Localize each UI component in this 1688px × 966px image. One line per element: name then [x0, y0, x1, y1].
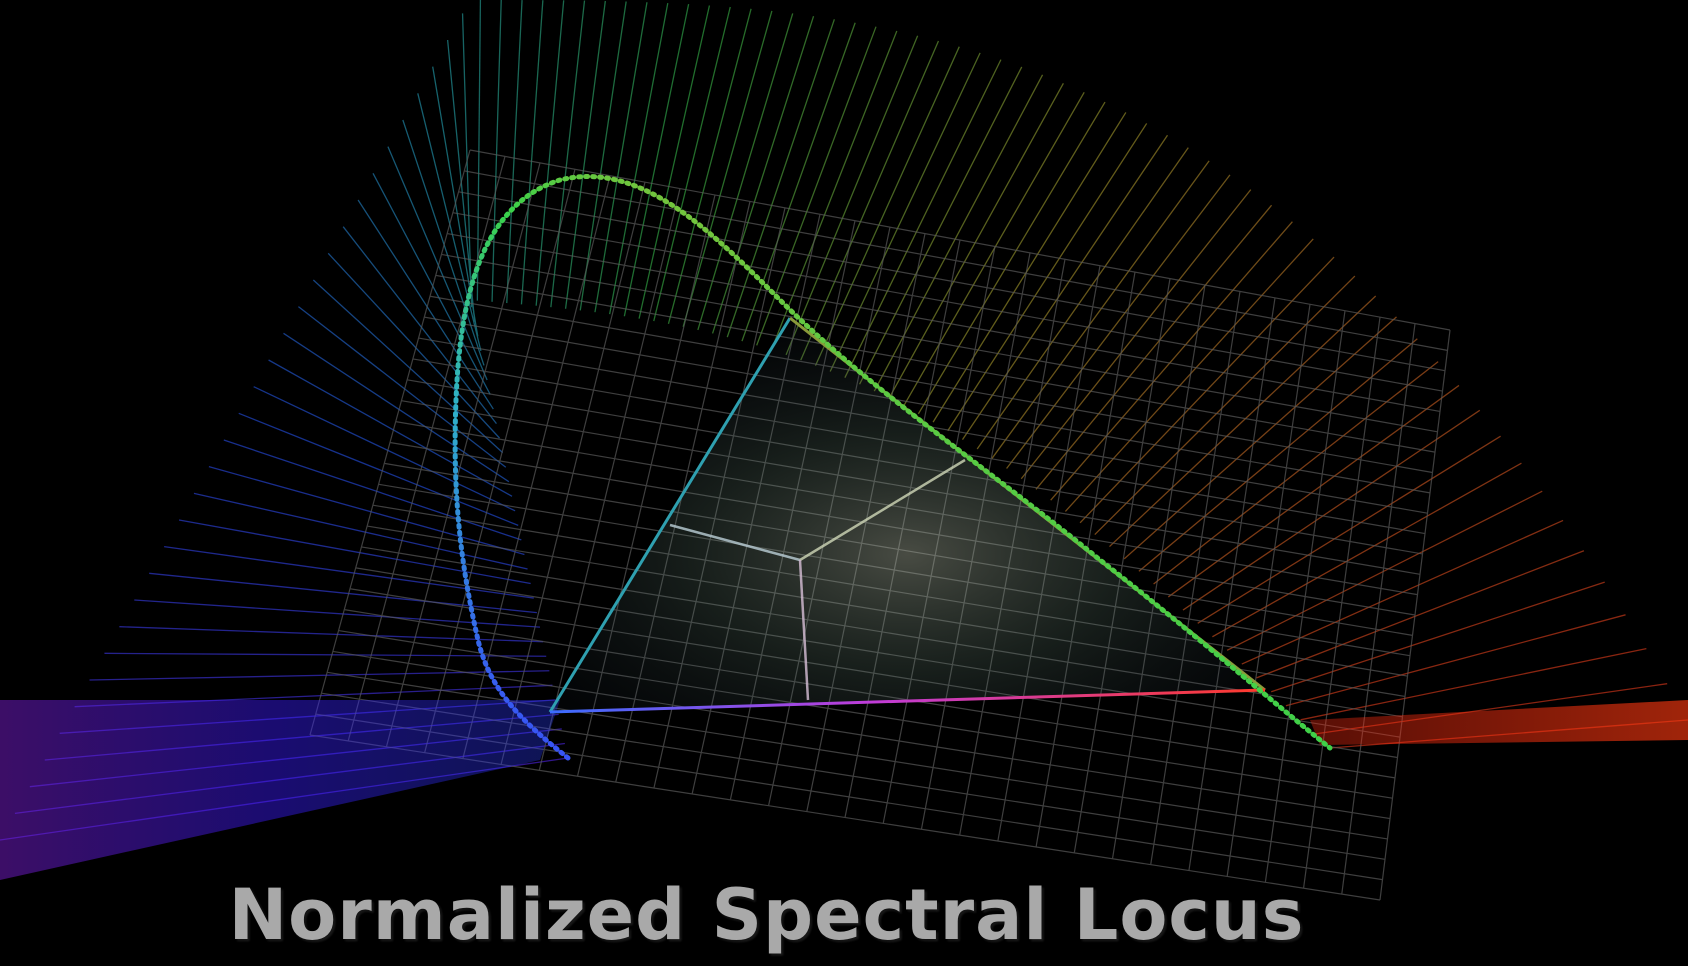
ruled-surface-line [564, 0, 606, 309]
ruled-surface-line [550, 0, 586, 308]
ruled-surface-line [976, 147, 1189, 450]
ruled-surface-line [476, 0, 482, 301]
ruled-surface-line [594, 2, 648, 313]
ruled-surface-line [1182, 409, 1481, 611]
ruled-surface-line [178, 519, 531, 585]
ruled-surface-line [858, 66, 1023, 385]
ruled-surface-line [697, 13, 794, 331]
ruled-surface-line [1300, 648, 1647, 721]
ruled-surface-line [800, 40, 940, 361]
ruled-surface-line [535, 0, 565, 306]
ruled-surface-line [1094, 275, 1356, 536]
ruled-surface-line [682, 10, 773, 327]
grid-line [1264, 310, 1346, 883]
ruled-surface-line [402, 119, 485, 366]
ruled-surface-line [961, 134, 1169, 441]
ruled-surface-line [327, 252, 501, 439]
ruled-surface-line [268, 359, 513, 497]
grid-line [1188, 297, 1276, 871]
ruled-surface-line [770, 30, 898, 351]
ruled-surface-line [932, 112, 1127, 423]
ruled-surface-line [164, 546, 534, 599]
ruled-surface-line [991, 160, 1210, 459]
ruled-surface-line [667, 8, 752, 324]
ruled-surface-line [1006, 174, 1231, 469]
ruled-surface-line [208, 466, 525, 556]
ruled-surface-line [223, 439, 522, 541]
ruled-surface-line [814, 46, 960, 366]
red-floor-glow [1310, 700, 1688, 745]
ruled-surface-line [1270, 581, 1605, 693]
ruled-surface-line [1138, 338, 1418, 572]
grid-line [1302, 317, 1381, 889]
ruled-surface-line [1256, 550, 1585, 679]
grid-line [1150, 291, 1241, 865]
ruled-surface-line [387, 146, 488, 381]
ruled-surface-line [917, 101, 1106, 415]
ruled-surface-line [1226, 490, 1543, 651]
ruled-surface-line [372, 173, 491, 395]
caption-title: Normalized Spectral Locus [228, 874, 1305, 956]
ruled-surface-line [1123, 316, 1397, 560]
ruled-surface-line [520, 0, 544, 305]
ruled-surface-line [653, 6, 731, 322]
ruled-surface-line [119, 626, 544, 643]
grid-line [1379, 329, 1451, 901]
ruled-surface-line [638, 5, 711, 319]
ruled-surface-line [1285, 614, 1626, 707]
ruled-surface-line [1197, 435, 1501, 624]
spectral-ruled-surface [0, 0, 1688, 841]
ruled-surface-line [312, 279, 504, 454]
grid-line [1226, 304, 1311, 877]
ruled-surface-line [1109, 295, 1377, 548]
ruled-surface-line [785, 35, 919, 356]
ruled-surface-line [1064, 238, 1314, 512]
ruled-surface-line [149, 572, 537, 614]
ruled-surface-line [873, 74, 1044, 392]
spectral-locus-curve [452, 174, 1333, 761]
ruled-surface-line [298, 306, 507, 468]
ruled-surface-line [1020, 189, 1252, 480]
grid-line [1111, 284, 1206, 859]
ruled-surface-line [1050, 221, 1293, 501]
ruled-surface-line [741, 22, 856, 342]
violet-floor-glow [0, 700, 560, 880]
ruled-surface-line [829, 52, 981, 372]
ruled-surface-line [491, 0, 502, 302]
ruled-surface-line [844, 59, 1002, 378]
ruled-surface-line [623, 4, 690, 317]
ruled-surface-line [1167, 384, 1460, 598]
ruled-surface-line [726, 19, 835, 338]
ruled-surface-line [193, 492, 528, 570]
ruled-surface-line [1153, 361, 1439, 585]
grid-line [1073, 278, 1171, 853]
ruled-surface-line [1035, 204, 1273, 490]
ruled-surface-line [253, 386, 516, 512]
ruled-surface-line [609, 2, 669, 315]
ruled-surface-line [711, 15, 815, 334]
grid-line [338, 629, 1393, 799]
ruled-surface-line [104, 652, 547, 657]
ruled-surface-line [238, 412, 519, 526]
ruled-surface-line [134, 599, 541, 628]
ruled-surface-line [1212, 462, 1522, 638]
ruled-surface-line [888, 82, 1064, 399]
ruled-surface-line [357, 199, 494, 410]
ruled-surface-line [283, 332, 510, 483]
grid-line [332, 650, 1391, 820]
ruled-surface-line [417, 93, 482, 352]
ruled-surface-line [89, 670, 550, 681]
ruled-surface-line [506, 0, 523, 304]
grid-line [1341, 323, 1416, 895]
